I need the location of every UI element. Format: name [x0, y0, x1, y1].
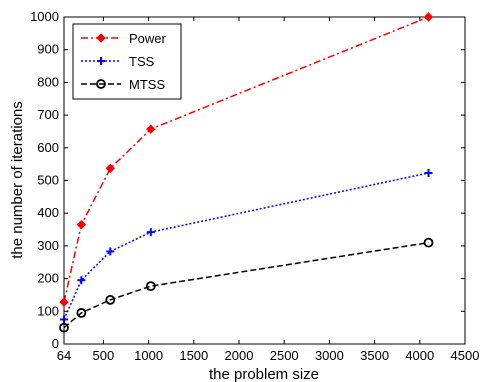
- data-point-tss: [106, 247, 115, 256]
- y-tick-label: 0: [52, 336, 59, 351]
- data-point-tss: [60, 315, 68, 324]
- series-power: [59, 12, 434, 307]
- x-tick-label: 500: [93, 348, 115, 363]
- y-tick-label: 400: [37, 205, 59, 220]
- x-tick-label: 4500: [451, 348, 480, 363]
- x-tick-label: 1500: [179, 348, 208, 363]
- x-axis-ticks: 64 500 1000 1500 2000 2500 3000 3500 4000 4500: [57, 17, 480, 363]
- legend-label: MTSS: [129, 77, 165, 92]
- x-tick-label: 64: [57, 348, 71, 363]
- y-tick-label: 1000: [30, 9, 59, 24]
- y-tick-label: 200: [37, 271, 59, 286]
- legend: Power TSS MTSS: [72, 23, 182, 100]
- series-tss: [60, 168, 433, 324]
- data-point-tss: [77, 276, 86, 285]
- legend-label: Power: [129, 31, 167, 46]
- data-point-power: [146, 124, 156, 134]
- series-mtss: [59, 237, 434, 333]
- legend-entry-mtss: MTSS: [81, 77, 165, 92]
- y-tick-label: 500: [37, 173, 59, 188]
- series-line-mtss: [63, 241, 429, 329]
- x-tick-label: 2000: [225, 348, 254, 363]
- data-point-mtss: [59, 322, 69, 333]
- data-point-mtss: [105, 294, 116, 305]
- x-tick-label: 4000: [405, 348, 434, 363]
- legend-label: TSS: [129, 54, 155, 69]
- data-point-tss: [424, 168, 433, 177]
- legend-marker: [96, 33, 106, 43]
- x-tick-label: 3500: [360, 348, 389, 363]
- legend-entry-power: Power: [81, 31, 167, 46]
- series-layer: [59, 12, 434, 333]
- data-point-mtss: [423, 237, 434, 248]
- x-tick-label: 2500: [270, 348, 299, 363]
- data-point-power: [423, 12, 434, 22]
- x-tick-label: 3000: [315, 348, 344, 363]
- legend-entry-tss: TSS: [81, 54, 155, 69]
- y-tick-label: 100: [37, 303, 59, 318]
- legend-marker: [97, 57, 105, 65]
- x-tick-label: 1000: [134, 348, 163, 363]
- data-point-tss: [146, 228, 155, 237]
- series-line-tss: [63, 172, 429, 320]
- x-axis-label: the problem size: [209, 366, 319, 382]
- y-axis-ticks: 0 100 200 300 400 500 600 700 800 900 1000: [30, 9, 465, 351]
- data-point-mtss: [145, 281, 156, 292]
- data-point-power: [59, 297, 69, 307]
- data-point-power: [76, 219, 87, 230]
- y-tick-label: 300: [37, 238, 59, 253]
- data-point-power: [105, 163, 115, 174]
- y-tick-label: 900: [37, 42, 59, 57]
- y-tick-label: 800: [37, 74, 59, 89]
- y-tick-label: 600: [37, 140, 59, 155]
- y-tick-label: 700: [37, 107, 59, 122]
- legend-marker: [96, 79, 106, 89]
- y-axis-label: the number of iterations: [9, 101, 26, 259]
- data-point-mtss: [76, 308, 87, 318]
